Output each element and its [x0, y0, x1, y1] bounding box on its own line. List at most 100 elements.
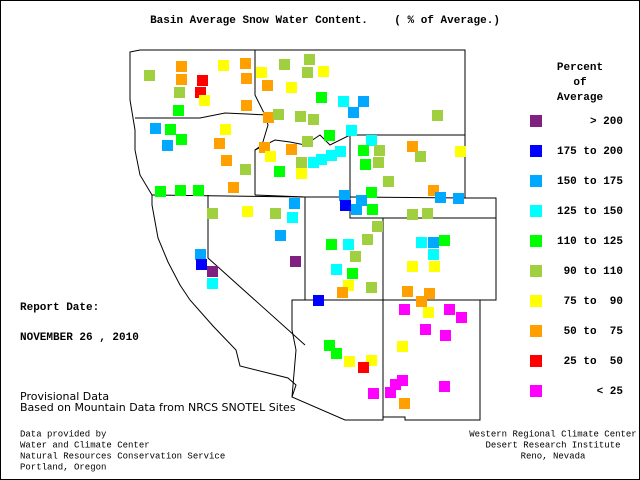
- station-marker: [428, 185, 439, 196]
- legend-label: 125 to 150: [557, 206, 623, 218]
- station-marker: [358, 362, 369, 373]
- station-marker: [346, 125, 357, 136]
- station-marker: [343, 239, 354, 250]
- station-marker: [174, 87, 185, 98]
- station-marker: [287, 212, 298, 223]
- legend-label: 50 to 75: [564, 326, 624, 338]
- station-marker: [302, 136, 313, 147]
- station-marker: [428, 249, 439, 260]
- station-marker: [207, 278, 218, 289]
- station-marker: [326, 239, 337, 250]
- legend-label: 75 to 90: [564, 296, 623, 308]
- station-marker: [366, 187, 377, 198]
- station-marker: [429, 261, 440, 272]
- station-marker: [286, 144, 297, 155]
- map-title: Basin Average Snow Water Content. ( % of…: [150, 15, 500, 27]
- station-marker: [273, 109, 284, 120]
- station-marker: [358, 145, 369, 156]
- legend-label: > 200: [590, 116, 623, 128]
- station-marker: [214, 138, 225, 149]
- footer-left: Water and Climate Center: [20, 440, 150, 450]
- station-marker: [308, 157, 319, 168]
- station-marker: [407, 141, 418, 152]
- station-marker: [308, 114, 319, 125]
- legend-label: 25 to 50: [564, 356, 623, 368]
- station-marker: [407, 209, 418, 220]
- station-marker: [304, 54, 315, 65]
- station-marker: [240, 164, 251, 175]
- station-marker: [435, 192, 446, 203]
- footer-right: Desert Research Institute: [485, 440, 620, 450]
- station-marker: [350, 251, 361, 262]
- station-marker: [256, 67, 267, 78]
- station-marker: [385, 387, 396, 398]
- station-marker: [331, 348, 342, 359]
- station-marker: [162, 140, 173, 151]
- station-marker: [175, 185, 186, 196]
- station-marker: [242, 206, 253, 217]
- legend-swatch: [530, 295, 542, 307]
- station-marker: [155, 186, 166, 197]
- station-marker: [241, 73, 252, 84]
- station-marker: [324, 130, 335, 141]
- station-marker: [397, 341, 408, 352]
- station-marker: [259, 142, 270, 153]
- station-marker: [428, 237, 439, 248]
- station-marker: [176, 61, 187, 72]
- station-marker: [358, 96, 369, 107]
- station-marker: [195, 87, 206, 98]
- station-marker: [296, 168, 307, 179]
- station-marker: [399, 398, 410, 409]
- station-marker: [296, 157, 307, 168]
- station-marker: [275, 230, 286, 241]
- station-marker: [424, 288, 435, 299]
- station-marker: [289, 198, 300, 209]
- station-marker: [228, 182, 239, 193]
- station-marker: [432, 110, 443, 121]
- legend-title: of: [573, 77, 587, 89]
- station-marker: [407, 261, 418, 272]
- station-marker: [176, 74, 187, 85]
- station-marker: [302, 67, 313, 78]
- station-marker: [373, 157, 384, 168]
- station-marker: [402, 286, 413, 297]
- station-marker: [207, 208, 218, 219]
- station-marker: [144, 70, 155, 81]
- station-marker: [326, 150, 337, 161]
- station-marker: [218, 60, 229, 71]
- station-marker: [439, 381, 450, 392]
- station-marker: [397, 375, 408, 386]
- station-marker: [366, 355, 377, 366]
- footer-right: Reno, Nevada: [521, 451, 586, 461]
- station-marker: [199, 95, 210, 106]
- station-marker: [193, 185, 204, 196]
- station-marker: [265, 151, 276, 162]
- legend-label: 110 to 125: [557, 236, 623, 248]
- station-marker: [347, 268, 358, 279]
- station-marker: [324, 340, 335, 351]
- station-marker: [455, 146, 466, 157]
- station-marker: [374, 145, 385, 156]
- station-marker: [295, 111, 306, 122]
- station-marker: [423, 307, 434, 318]
- footer-left: Data provided by: [20, 429, 107, 439]
- footer-right: Western Regional Climate Center: [469, 429, 636, 439]
- station-marker: [444, 304, 455, 315]
- station-marker: [279, 59, 290, 70]
- legend-swatch: [530, 355, 542, 367]
- station-marker: [351, 204, 362, 215]
- legend-swatch: [530, 175, 542, 187]
- station-marker: [340, 200, 351, 211]
- station-marker: [456, 312, 467, 323]
- station-marker: [221, 155, 232, 166]
- legend-swatch: [530, 115, 542, 127]
- legend-title: Average: [557, 92, 604, 104]
- station-marker: [270, 208, 281, 219]
- station-marker: [415, 151, 426, 162]
- report-date: NOVEMBER 26 , 2010: [20, 332, 139, 344]
- station-marker: [416, 237, 427, 248]
- station-marker: [316, 154, 327, 165]
- station-marker: [262, 80, 273, 91]
- station-markers: [144, 54, 467, 409]
